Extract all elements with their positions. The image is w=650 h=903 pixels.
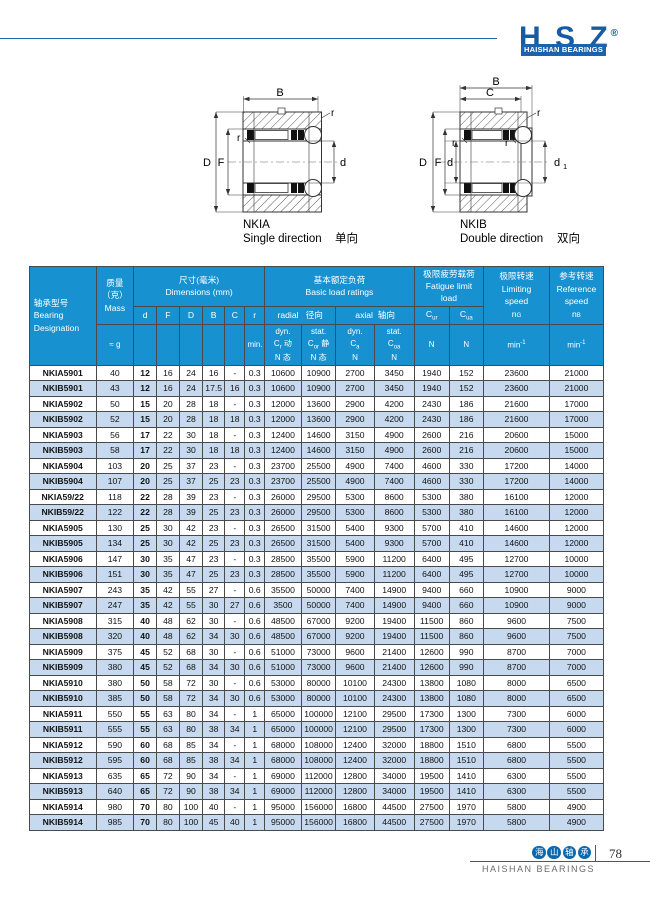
svg-text:d: d [340,157,346,169]
svg-text:NKIA: NKIA [243,219,270,231]
svg-text:r: r [237,133,241,144]
svg-text:双向: 双向 [557,231,580,245]
svg-text:Double direction: Double direction [460,233,543,245]
svg-text:单向: 单向 [335,231,358,245]
svg-text:r: r [331,108,335,119]
svg-text:r: r [537,108,541,119]
svg-text:Single direction: Single direction [243,233,322,245]
svg-text:B: B [276,87,283,99]
svg-text:F: F [218,157,225,169]
svg-text:D: D [203,157,211,169]
svg-text:d: d [554,157,560,169]
svg-text:C: C [486,87,494,99]
svg-text:d: d [447,157,453,169]
svg-text:1: 1 [563,162,567,171]
svg-text:F: F [435,157,442,169]
svg-text:NKIB: NKIB [460,219,487,231]
svg-text:D: D [419,157,427,169]
